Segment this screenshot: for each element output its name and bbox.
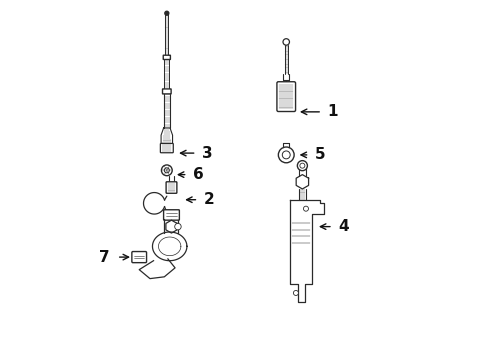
Circle shape: [165, 11, 169, 15]
Circle shape: [303, 206, 309, 211]
Text: 7: 7: [99, 249, 109, 265]
Circle shape: [161, 165, 172, 176]
Circle shape: [300, 163, 305, 168]
Text: 3: 3: [202, 145, 213, 161]
FancyBboxPatch shape: [164, 210, 179, 220]
Text: 4: 4: [338, 219, 349, 234]
FancyBboxPatch shape: [160, 143, 173, 153]
Circle shape: [283, 39, 290, 45]
Circle shape: [175, 224, 181, 230]
FancyBboxPatch shape: [163, 89, 171, 94]
Text: 5: 5: [315, 147, 325, 162]
Text: 6: 6: [193, 167, 204, 182]
Text: 1: 1: [327, 104, 338, 120]
Circle shape: [294, 291, 298, 296]
Polygon shape: [152, 232, 187, 261]
FancyBboxPatch shape: [166, 182, 177, 193]
Circle shape: [297, 161, 307, 171]
Polygon shape: [161, 128, 172, 144]
Text: 2: 2: [204, 192, 215, 207]
Polygon shape: [166, 220, 177, 233]
FancyBboxPatch shape: [132, 252, 147, 263]
FancyBboxPatch shape: [277, 82, 295, 112]
Circle shape: [278, 147, 294, 163]
FancyBboxPatch shape: [163, 55, 171, 59]
Circle shape: [164, 168, 170, 173]
Polygon shape: [296, 175, 309, 189]
Polygon shape: [290, 200, 324, 302]
Circle shape: [282, 151, 290, 159]
